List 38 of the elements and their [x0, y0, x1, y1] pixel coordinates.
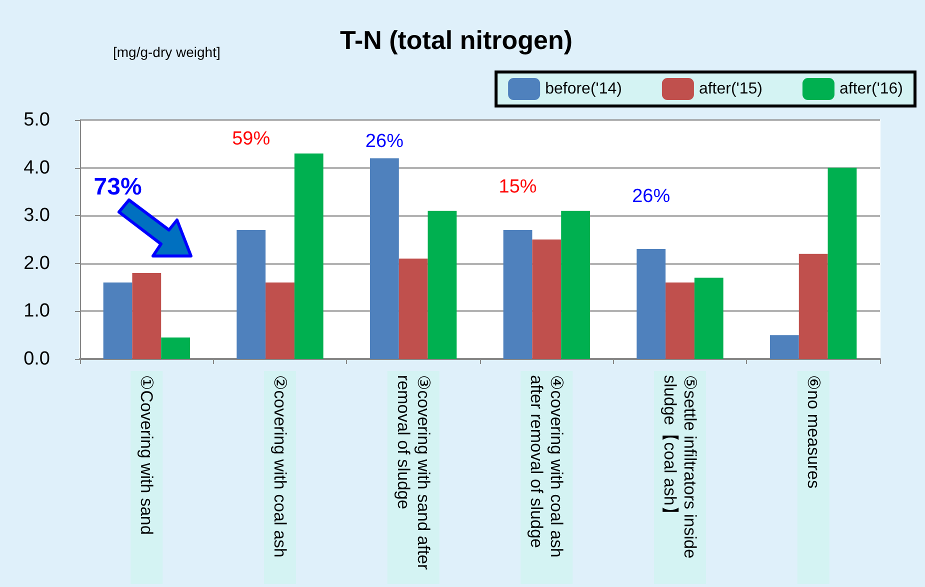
bar: [666, 282, 694, 359]
bar: [798, 254, 828, 359]
y-tick-label: 2.0: [24, 252, 50, 274]
legend-label: after('15): [698, 80, 762, 98]
bar: [428, 210, 457, 359]
bar: [370, 158, 399, 359]
y-tick-label: 4.0: [24, 157, 50, 178]
bar: [561, 210, 590, 359]
bar: [694, 278, 724, 359]
y-tick-label: 0.0: [24, 348, 50, 370]
bar: [532, 240, 562, 359]
bar: [294, 153, 324, 359]
y-tick-label: 3.0: [24, 205, 50, 226]
legend-label: after('16): [839, 80, 904, 98]
annotation: 26%: [632, 186, 670, 207]
y-axis-title: [mg/g-dry weight]: [113, 44, 220, 60]
annotation: 26%: [365, 131, 404, 152]
bar: [636, 249, 666, 359]
legend-label: before('14): [545, 80, 622, 98]
bar: [132, 272, 162, 359]
annotation: 59%: [232, 128, 270, 150]
annotation: 73%: [94, 173, 142, 200]
bar: [828, 168, 857, 359]
bar: [398, 258, 428, 359]
x-tick-label: ①Covering with sand: [137, 375, 156, 535]
chart-title: T-N (total nitrogen): [340, 25, 573, 55]
bar: [770, 335, 799, 359]
x-tick-label: ③covering with sand after removal of sludge: [394, 375, 433, 575]
bar: [236, 230, 266, 359]
bar: [503, 230, 532, 359]
bar: [161, 337, 190, 359]
y-tick-label: 1.0: [24, 300, 50, 322]
bar: [266, 282, 294, 359]
x-tick-label: ②covering with coal ash: [270, 375, 290, 558]
x-tick-label: ⑥no measures: [804, 375, 823, 489]
y-tick-label: 5.0: [24, 110, 50, 130]
bar: [103, 282, 132, 359]
annotation: 15%: [498, 176, 537, 198]
